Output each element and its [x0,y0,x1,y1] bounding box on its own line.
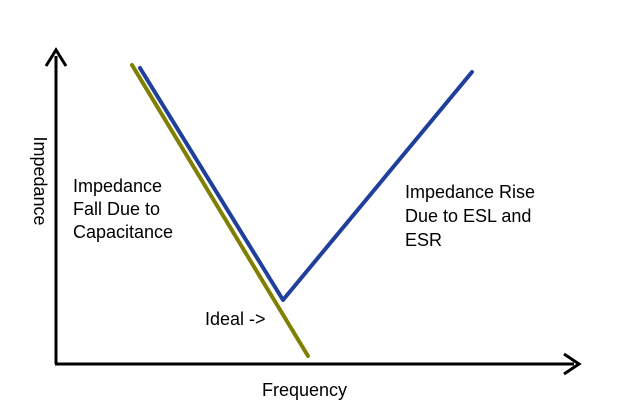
fall-annotation-line-1: Impedance [73,176,162,196]
ideal-annotation: Ideal -> [205,309,266,329]
x-axis-arrow-icon [563,352,582,376]
y-axis-arrow-icon [44,47,68,67]
y-axis-label: Impedance [30,136,50,225]
rise-annotation-line-3: ESR [405,230,442,250]
real-impedance-curve [138,66,474,302]
ideal-impedance-curve [130,63,310,358]
x-axis-label: Frequency [262,380,347,400]
fall-annotation-line-3: Capacitance [73,222,173,242]
fall-annotation-line-2: Fall Due to [73,199,160,219]
rise-annotation-line-2: Due to ESL and [405,206,531,226]
rise-annotation-line-1: Impedance Rise [405,182,535,202]
